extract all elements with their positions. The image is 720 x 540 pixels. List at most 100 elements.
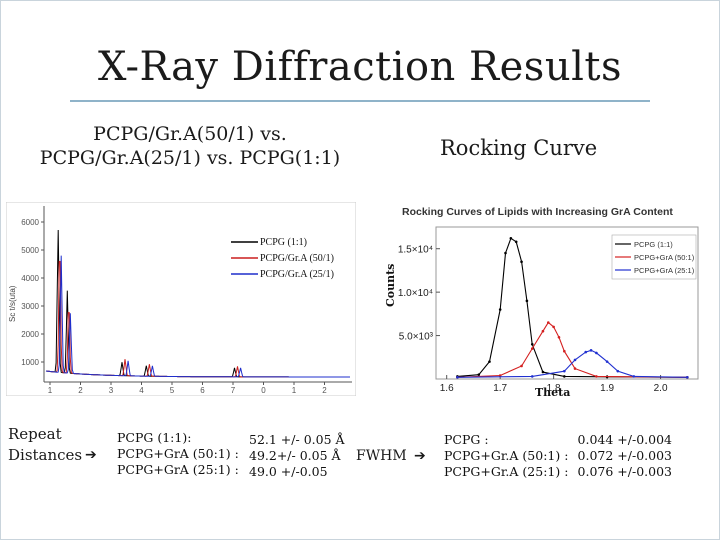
rocking-data-point [616, 369, 620, 373]
repeat-sample-2: PCPG+GrA (50:1) : [117, 446, 239, 461]
rocking-data-point [557, 336, 561, 339]
rocking-data-point [530, 342, 534, 346]
rocking-data-point [498, 374, 502, 377]
rocking-data-point [509, 236, 513, 240]
repeat-label-line2: Distances [8, 446, 83, 464]
title-divider [70, 100, 650, 102]
xrd-chart: 6000 5000 4000 3000 2000 1000 1 2 3 4 5 6 7 0 1 2 PCPG… [5, 201, 357, 397]
xrd-y-tick-label: 3000 [21, 302, 39, 311]
fwhm-label: FWHM [356, 448, 407, 464]
rocking-data-point [573, 367, 577, 370]
rocking-data-point [520, 364, 523, 368]
xrd-legend-label: PCPG/Gr.A (50/1) [260, 253, 334, 264]
xrd-y-tick-label: 2000 [21, 330, 39, 339]
fwhm-sample-2: PCPG+Gr.A (50:1) : [444, 448, 569, 463]
rocking-data-point [477, 373, 481, 376]
xrd-y-axis-label: Sc t/s(uta) [8, 285, 17, 322]
rocking-data-point [525, 299, 529, 303]
xrd-x-tick-label: 1 [292, 386, 297, 395]
repeat-sample-list: PCPG (1:1): PCPG+GrA (50:1) : PCPG+GrA (… [117, 430, 239, 478]
fwhm-value-1: 0.044 +/-0.004 [577, 432, 672, 447]
page-title: X-Ray Diffraction Results [97, 44, 622, 90]
rocking-data-point [605, 360, 609, 363]
repeat-sample-3: PCPG+GrA (25:1) : [117, 462, 239, 477]
xrd-background [5, 201, 357, 397]
xrd-x-tick-label: 2 [78, 386, 83, 395]
rocking-legend-label: PCPG+GrA (25:1) [634, 266, 695, 275]
subtitle-right: Rocking Curve [440, 136, 598, 160]
xrd-x-tick-label: 0 [261, 386, 266, 395]
rocking-y-tick-label: 1.0×10⁴ [398, 288, 433, 299]
repeat-value-2: 49.2+/- 0.05 Å [249, 448, 341, 463]
fwhm-value-3: 0.076 +/-0.003 [577, 464, 672, 479]
rocking-data-point [520, 260, 523, 264]
xrd-x-tick-label: 3 [109, 386, 114, 395]
xrd-y-tick-label: 5000 [21, 246, 39, 255]
rocking-legend-label: PCPG+GrA (50:1) [634, 253, 695, 262]
xrd-x-tick-label: 4 [139, 386, 144, 395]
subtitle-left-line2: PCPG/Gr.A(25/1) vs. PCPG(1:1) [39, 147, 341, 169]
repeat-value-3: 49.0 +/-0.05 [249, 464, 328, 479]
rocking-data-point [541, 329, 545, 333]
rocking-data-point [546, 321, 550, 324]
rocking-series-line [457, 237, 688, 378]
rocking-legend-label: PCPG (1:1) [634, 240, 673, 249]
xrd-chart-panel: 6000 5000 4000 3000 2000 1000 1 2 3 4 5 6 7 0 1 2 PCPG… [5, 201, 357, 397]
rocking-data-point [563, 349, 566, 353]
xrd-x-tick-label: 1 [48, 386, 53, 395]
rocking-x-tick-label: 1.7 [493, 383, 507, 394]
rocking-data-point [632, 375, 636, 378]
rocking-chart: Rocking Curves of Lipids with Increasing… [398, 206, 699, 399]
rocking-data-point [541, 370, 545, 374]
rocking-data-point [563, 375, 566, 378]
rocking-data-point [573, 358, 577, 362]
xrd-series-line [45, 255, 350, 378]
rocking-data-point [595, 375, 598, 378]
repeat-distances-label: Repeat Distances [8, 424, 82, 466]
rocking-data-point [563, 369, 566, 373]
xrd-y-tick-label: 1000 [21, 358, 39, 367]
rocking-series-line [457, 321, 688, 378]
fwhm-sample-3: PCPG+Gr.A (25:1) : [444, 464, 569, 479]
fwhm-value-list: 0.044 +/-0.004 0.072 +/-0.003 0.076 +/-0… [570, 432, 672, 480]
rocking-x-tick-label: 1.8 [547, 383, 561, 394]
subtitle-left: PCPG/Gr.A(50/1) vs. PCPG/Gr.A(25/1) vs. … [20, 122, 360, 170]
rocking-data-point [498, 308, 502, 311]
xrd-x-tick-label: 5 [170, 386, 175, 395]
fwhm-sample-1: PCPG : [444, 432, 489, 447]
rocking-data-point [530, 347, 534, 350]
rocking-y-axis-label: Counts [384, 263, 397, 307]
rocking-x-axis-label: Theta [535, 386, 570, 399]
subtitle-left-line1: PCPG/Gr.A(50/1) vs. [93, 123, 287, 145]
rocking-data-point [530, 375, 534, 378]
xrd-legend-label: PCPG/Gr.A (25/1) [260, 269, 334, 280]
rocking-y-tick-label: 1.5×10⁴ [398, 245, 433, 256]
rocking-data-point [552, 325, 555, 329]
repeat-label-line1: Repeat [8, 425, 62, 443]
repeat-value-list: 52.1 +/- 0.05 Å 49.2+/- 0.05 Å 49.0 +/-0… [249, 432, 345, 480]
rocking-y-tick-label: 5.0×10³ [399, 332, 434, 343]
rocking-data-point [584, 350, 588, 354]
rocking-data-point [456, 375, 459, 379]
rocking-x-tick-label: 2.0 [654, 383, 668, 394]
rocking-data-point [595, 351, 598, 355]
right-arrow-icon: ➔ [414, 448, 426, 464]
repeat-sample-1: PCPG (1:1): [117, 430, 192, 445]
xrd-x-tick-label: 6 [200, 386, 205, 395]
rocking-chart-title: Rocking Curves of Lipids with Increasing… [402, 206, 673, 218]
fwhm-value-2: 0.072 +/-0.003 [577, 448, 672, 463]
rocking-chart-panel: Rocking Curves of Lipids with Increasing… [384, 195, 708, 407]
xrd-y-tick-label: 4000 [21, 274, 39, 283]
rocking-x-tick-label: 1.9 [600, 383, 614, 394]
xrd-y-tick-label: 6000 [21, 218, 39, 227]
rocking-data-point [514, 240, 518, 244]
rocking-x-tick-label: 1.6 [440, 383, 454, 394]
rocking-data-point [504, 251, 507, 255]
xrd-x-tick-label: 7 [231, 386, 236, 395]
xrd-legend-label: PCPG (1:1) [260, 237, 307, 248]
fwhm-sample-list: PCPG : PCPG+Gr.A (50:1) : PCPG+Gr.A (25:… [444, 432, 568, 480]
rocking-data-point [488, 360, 491, 363]
rocking-data-point [686, 375, 689, 379]
xrd-x-tick-label: 2 [322, 386, 327, 395]
repeat-value-1: 52.1 +/- 0.05 Å [249, 432, 345, 447]
